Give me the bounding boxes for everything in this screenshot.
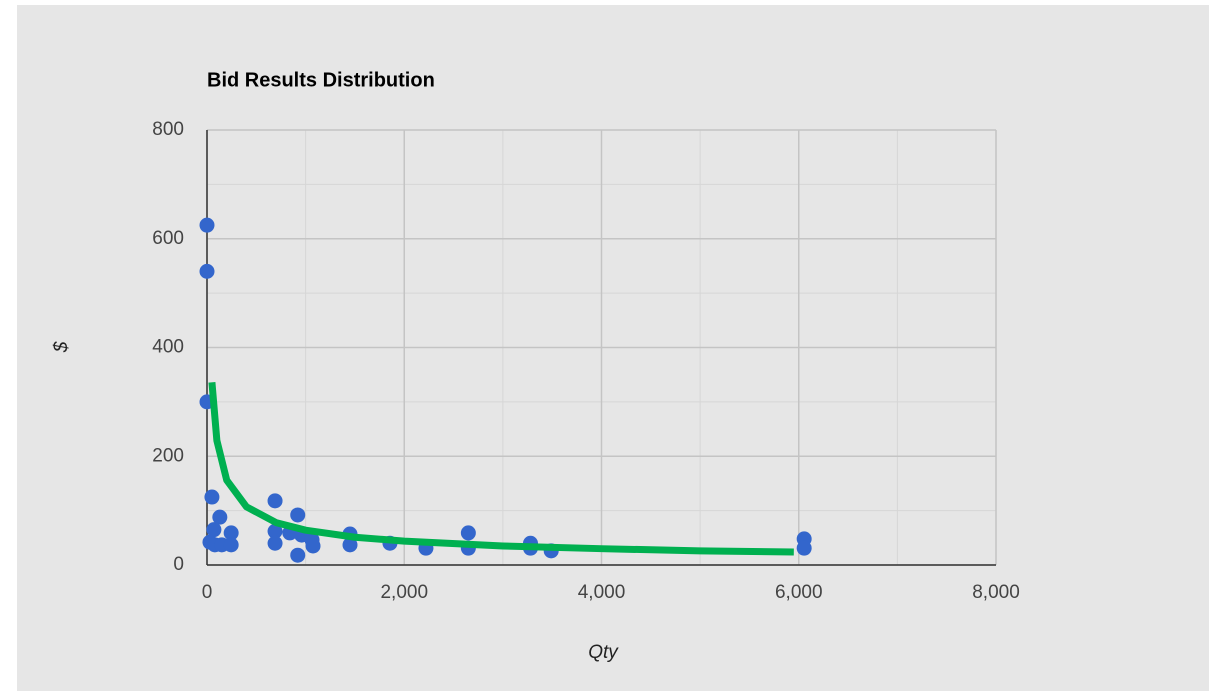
point: [199, 263, 215, 279]
x-tick-label: 4,000: [578, 582, 626, 603]
point: [223, 525, 239, 541]
point: [460, 525, 476, 541]
point: [290, 547, 306, 563]
point: [223, 537, 239, 553]
point: [267, 493, 283, 509]
point: [290, 507, 306, 523]
point: [204, 489, 220, 505]
point: [212, 509, 228, 525]
trendline: [208, 382, 794, 556]
y-tick-label: 600: [152, 228, 184, 249]
x-tick-label: 8,000: [972, 582, 1020, 603]
x-tick-label: 0: [202, 582, 213, 603]
y-tick-label: 0: [173, 554, 184, 575]
point: [342, 537, 358, 553]
y-tick-label: 200: [152, 445, 184, 466]
y-tick-label: 800: [152, 119, 184, 140]
y-tick-label: 400: [152, 337, 184, 358]
point: [796, 540, 812, 556]
x-tick-label: 6,000: [775, 582, 823, 603]
point: [267, 523, 283, 539]
point: [199, 217, 215, 233]
point: [305, 538, 321, 554]
chart-title: Bid Results Distribution: [207, 69, 435, 91]
point: [267, 535, 283, 551]
y-axis-label: $: [51, 341, 72, 353]
point: [206, 522, 222, 538]
x-tick-label: 2,000: [380, 582, 428, 603]
x-axis-label: Qty: [588, 642, 619, 663]
